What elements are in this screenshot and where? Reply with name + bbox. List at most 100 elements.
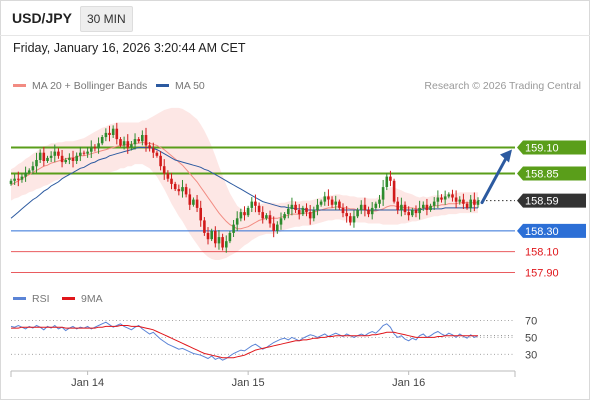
candle-body <box>155 152 159 156</box>
rsi-9ma-line <box>11 325 478 359</box>
candle-body <box>272 223 275 231</box>
candle-body <box>141 135 144 142</box>
level-label-158-10: 158.10 <box>525 247 559 259</box>
rsi-tick-label: 50 <box>525 332 537 344</box>
candle-body <box>137 139 140 142</box>
candle-body <box>232 224 235 233</box>
candle-body <box>13 178 16 181</box>
candle-body <box>425 204 429 210</box>
candle-body <box>71 157 75 161</box>
level-tag-157-90: 157.90 <box>525 267 559 279</box>
symbol-title: USD/JPY <box>12 10 72 26</box>
candle-body <box>400 204 403 210</box>
rsi-line <box>10 321 479 361</box>
candle-body <box>411 210 414 216</box>
report-datetime: Friday, January 16, 2026 3:20:44 AM CET <box>13 41 246 55</box>
candle-body <box>214 230 217 244</box>
candle-body <box>473 199 476 205</box>
header-divider <box>0 35 590 36</box>
candle-body <box>217 237 221 244</box>
candle-body <box>246 207 250 216</box>
candle-body <box>188 194 192 205</box>
candle-body <box>228 232 232 242</box>
candle-body <box>363 204 367 210</box>
level-label-158-85: 158.85 <box>525 169 559 181</box>
candle-body <box>17 178 20 180</box>
candle-body <box>162 166 166 174</box>
candle-body <box>177 189 181 192</box>
candle-body <box>443 196 447 200</box>
candle-body <box>345 213 348 217</box>
candle-body <box>53 151 57 156</box>
x-tick-label: Jan 14 <box>71 377 104 389</box>
level-tag-158-85: 158.85 <box>517 166 586 181</box>
candle-body <box>20 176 24 180</box>
candle-body <box>370 207 374 215</box>
candle-body <box>68 157 71 160</box>
level-tag-bg <box>517 223 586 238</box>
candle-body <box>119 139 122 146</box>
candle-body <box>75 155 78 161</box>
candle-body <box>257 205 261 213</box>
candle-body <box>31 166 35 171</box>
candle-body <box>305 207 308 213</box>
candle-body <box>46 157 49 161</box>
candle-body <box>279 218 283 225</box>
candle-body <box>24 172 27 177</box>
candlesticks <box>9 122 480 253</box>
candle-body <box>349 216 352 223</box>
candle-body <box>57 151 60 156</box>
candle-body <box>126 141 130 148</box>
candle-body <box>108 132 111 135</box>
candle-body <box>159 155 162 167</box>
legend-label-9ma: 9MA <box>81 293 103 305</box>
candle-body <box>265 215 268 219</box>
candle-body <box>133 139 137 145</box>
forecast-arrow-head <box>500 149 512 163</box>
candle-body <box>9 180 13 184</box>
candle-body <box>79 152 82 156</box>
legend-swatch-ma50 <box>156 83 169 87</box>
candle-body <box>352 216 356 223</box>
candle-body <box>359 204 363 210</box>
level-tag-bg <box>517 193 586 208</box>
candle-body <box>42 152 46 161</box>
candle-body <box>458 199 462 202</box>
candle-body <box>389 176 392 181</box>
candle-body <box>122 141 126 146</box>
candle-body <box>319 201 323 205</box>
candle-body <box>385 176 389 187</box>
candle-body <box>396 201 399 210</box>
candle-body <box>422 204 425 208</box>
level-label-159-10: 159.10 <box>525 142 559 154</box>
legend-item-9ma: 9MA <box>62 293 103 305</box>
candle-body <box>235 218 239 225</box>
timeframe-badge[interactable]: 30 MIN <box>80 6 133 32</box>
candle-body <box>203 220 206 233</box>
candle-body <box>199 207 202 221</box>
candle-body <box>130 144 133 148</box>
candle-body <box>38 152 42 160</box>
candle-body <box>104 132 108 138</box>
candle-body <box>27 170 31 173</box>
candle-body <box>451 194 454 198</box>
level-tag-158-59: 158.59 <box>517 193 586 208</box>
candle-body <box>294 204 297 210</box>
candle-body <box>239 212 243 219</box>
candle-body <box>60 155 64 163</box>
legend-swatch-9ma <box>62 296 75 300</box>
candle-body <box>330 199 334 205</box>
candle-body <box>254 201 257 206</box>
candle-body <box>308 212 312 219</box>
header-bar: USD/JPY 30 MIN <box>0 0 590 36</box>
candle-body <box>418 207 421 214</box>
candle-body <box>287 208 290 215</box>
level-tag-bg <box>517 140 586 155</box>
level-label-158-59: 158.59 <box>525 196 559 208</box>
level-tag-158-30: 158.30 <box>517 223 586 238</box>
candle-body <box>195 199 199 208</box>
legend-label-rsi: RSI <box>32 293 50 305</box>
level-label-158-30: 158.30 <box>525 226 559 238</box>
legend-item-rsi: RSI <box>13 293 50 305</box>
